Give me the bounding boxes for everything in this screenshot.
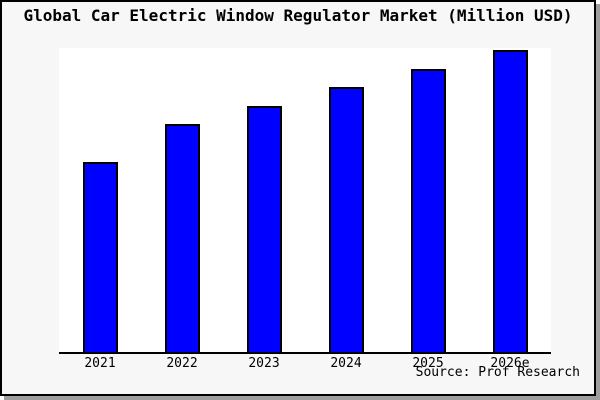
plot-wrap: 2021 2022 2023 2024 2025 2026e bbox=[59, 48, 551, 371]
x-axis-labels: 2021 2022 2023 2024 2025 2026e bbox=[59, 356, 551, 371]
chart-title: Global Car Electric Window Regulator Mar… bbox=[23, 6, 573, 25]
bar-2023 bbox=[246, 105, 282, 352]
bar-2026e bbox=[492, 50, 528, 352]
source-text: Source: Prof Research bbox=[415, 365, 580, 380]
bar-slot bbox=[469, 48, 551, 352]
bar-slot bbox=[141, 48, 223, 352]
x-tick-label: 2024 bbox=[330, 356, 362, 371]
bar-2022 bbox=[164, 124, 200, 352]
x-tick-label: 2023 bbox=[248, 356, 280, 371]
x-tick-label: 2021 bbox=[84, 356, 116, 371]
x-tick-label: 2022 bbox=[166, 356, 198, 371]
bar-2025 bbox=[410, 69, 446, 352]
x-tick-label: 2025 bbox=[412, 356, 444, 371]
x-tick-label: 2026e bbox=[490, 356, 530, 371]
bar-slot bbox=[305, 48, 387, 352]
bar-2024 bbox=[328, 87, 364, 352]
bar-slot bbox=[387, 48, 469, 352]
bar-slot bbox=[59, 48, 141, 352]
bar-2021 bbox=[82, 162, 118, 352]
plot-area bbox=[59, 48, 551, 354]
bar-slot bbox=[223, 48, 305, 352]
